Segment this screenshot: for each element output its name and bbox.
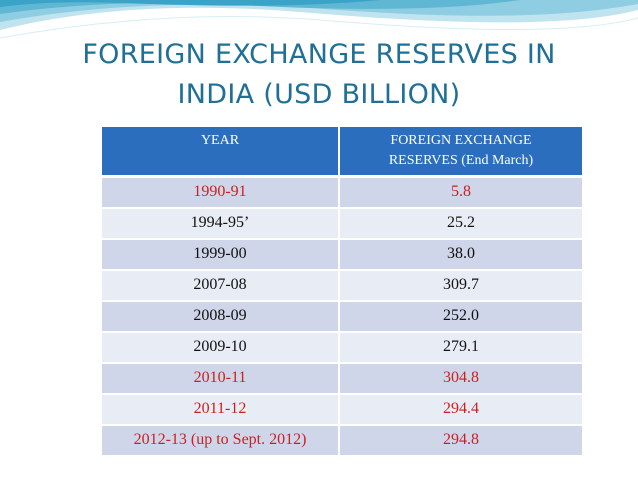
year-cell: 2007-08 [100,268,340,302]
year-cell: 2010-11 [100,361,340,395]
table-header-row: YEAR FOREIGN EXCHANGE RESERVES (End Marc… [100,125,584,178]
header-reserves-line-2: RESERVES (End March) [388,153,534,168]
year-cell: 2008-09 [100,299,340,333]
value-cell: 252.0 [338,299,584,333]
slide-title-line-1: FOREIGN EXCHANGE RESERVES IN [82,39,556,70]
header-reserves-line-1: FOREIGN EXCHANGE [390,133,532,148]
value-cell: 294.4 [338,392,584,426]
year-cell: 2009-10 [100,330,340,364]
year-cell: 1990-91 [100,175,340,209]
year-cell: 1994-95’ [100,206,340,240]
slide-title: FOREIGN EXCHANGE RESERVES IN INDIA (USD … [40,35,598,115]
year-cell: 2012-13 (up to Sept. 2012) [100,423,340,457]
value-cell: 309.7 [338,268,584,302]
value-cell: 279.1 [338,330,584,364]
value-cell: 304.8 [338,361,584,395]
header-reserves: FOREIGN EXCHANGE RESERVES (End March) [338,125,584,178]
value-cell: 25.2 [338,206,584,240]
table-row: 2010-11 304.8 [100,361,584,395]
table-row: 1999-00 38.0 [100,237,584,271]
table-row: 1994-95’ 25.2 [100,206,584,240]
table-row: 2007-08 309.7 [100,268,584,302]
header-year: YEAR [100,125,340,178]
table-row: 1990-91 5.8 [100,175,584,209]
year-cell: 2011-12 [100,392,340,426]
table-row: 2011-12 294.4 [100,392,584,426]
table-row: 2012-13 (up to Sept. 2012) 294.8 [100,423,584,457]
year-cell: 1999-00 [100,237,340,271]
table-row: 2009-10 279.1 [100,330,584,364]
value-cell: 38.0 [338,237,584,271]
value-cell: 5.8 [338,175,584,209]
value-cell: 294.8 [338,423,584,457]
decorative-wave-header [0,0,638,39]
table-row: 2008-09 252.0 [100,299,584,333]
slide-title-line-2: INDIA (USD BILLION) [177,79,461,110]
reserves-table: YEAR FOREIGN EXCHANGE RESERVES (End Marc… [100,125,584,457]
